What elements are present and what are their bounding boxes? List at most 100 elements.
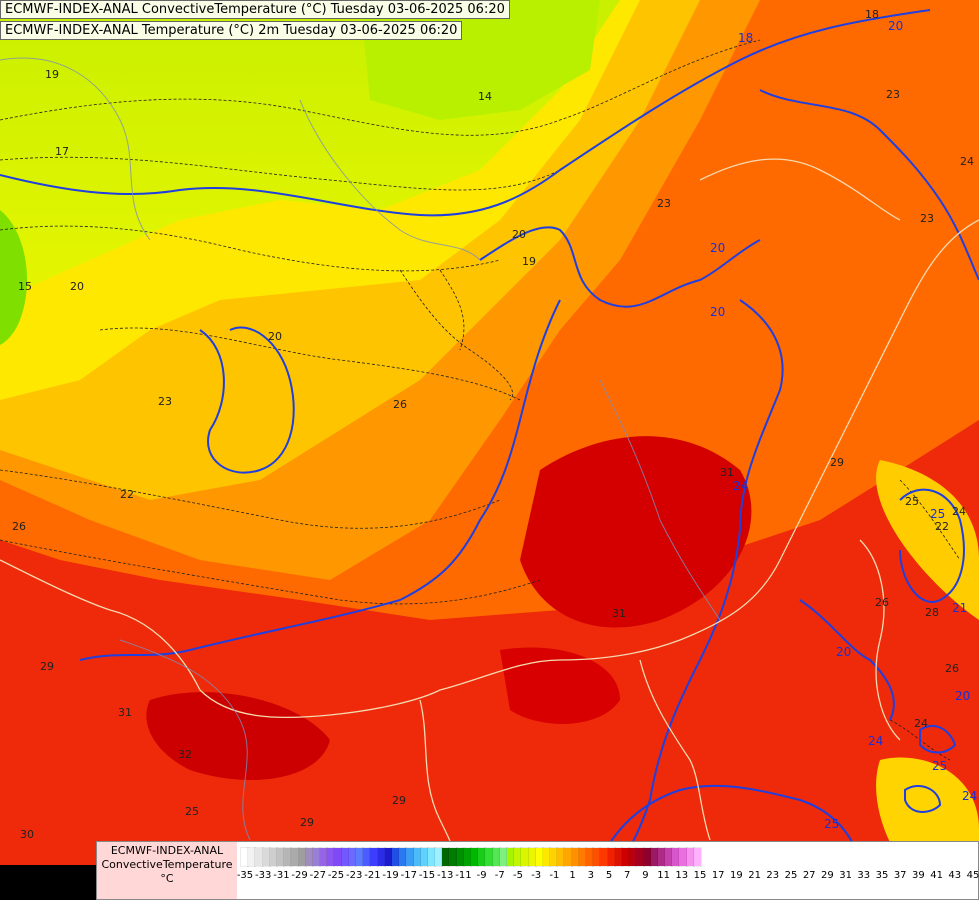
iso-label-32: 32: [178, 748, 192, 761]
legend-swatch: [462, 847, 473, 867]
legend-tick-label: 27: [802, 870, 816, 881]
legend-swatch: [311, 847, 322, 867]
t2m-label-20a: 20: [710, 241, 725, 255]
legend-tick-label: 31: [839, 870, 852, 881]
legend-tick-label: 37: [893, 870, 907, 881]
legend-swatch: [606, 847, 616, 867]
iso-label-20c: 20: [268, 330, 282, 343]
legend-swatch: [304, 847, 314, 867]
legend-tick-label: -33: [255, 870, 272, 881]
legend-swatch: [549, 847, 559, 867]
legend-swatch: [354, 847, 365, 867]
legend-swatch: [477, 847, 487, 867]
t2m-label-20e: 25: [824, 817, 839, 831]
legend-swatch: [642, 847, 652, 867]
legend-tick-label: -1: [549, 870, 560, 881]
t2m-label-24b: 24: [962, 789, 977, 803]
legend-tick-label: -11: [455, 870, 472, 881]
t2m-label-18: 18: [738, 31, 753, 45]
t2m-label-22: 20: [888, 19, 903, 33]
t2m-label-21: 21: [952, 601, 967, 615]
legend-tick-label: 41: [930, 870, 943, 881]
legend-tick-label: 3: [587, 870, 594, 881]
legend-tick-label: 5: [605, 870, 613, 881]
legend-tick-label: -27: [309, 870, 326, 881]
iso-label-28: 28: [925, 606, 939, 619]
legend-swatch: [498, 847, 508, 867]
iso-label-29b: 29: [830, 456, 844, 469]
legend-swatch: [592, 847, 602, 867]
legend-tick-label: -23: [346, 870, 363, 881]
iso-label-29d: 29: [300, 816, 314, 829]
legend-tick-label: 43: [948, 870, 962, 881]
legend-swatch: [599, 847, 609, 867]
legend-tick-label: 33: [857, 870, 871, 881]
iso-label-26b: 26: [393, 398, 407, 411]
iso-label-31b: 31: [612, 607, 626, 620]
legend-swatch: [505, 847, 516, 867]
legend-tick-label: 13: [675, 870, 689, 881]
legend-tick-label: 9: [642, 870, 649, 881]
convective-isolines: [0, 39, 961, 761]
iso-label-19: 19: [45, 68, 59, 81]
iso-label-31a: 31: [720, 466, 734, 479]
legend-tick-label: -7: [494, 870, 505, 881]
legend-swatch: [261, 847, 271, 867]
legend-swatch: [239, 847, 250, 867]
legend-title-line2: ConvectiveTemperature: [101, 858, 233, 871]
legend-ticks: -35 -33 -31 -29 -27 -25 -23 -21 -19 -17 -15 -13 -11-…: [237, 870, 979, 886]
legend-tick-label: -29: [291, 870, 308, 881]
legend-swatch: [685, 847, 695, 867]
iso-label-23d: 23: [920, 212, 934, 225]
legend-swatch: [520, 847, 530, 867]
legend-swatch: [527, 847, 537, 867]
legend-swatch: [376, 847, 386, 867]
legend-tick-label: -9: [476, 870, 487, 881]
legend-tick-label: -3: [531, 870, 542, 881]
corner-mask: [0, 865, 96, 900]
iso-label-23: 23: [158, 395, 172, 408]
iso-label-26c: 26: [875, 596, 889, 609]
legend-tick-label: -15: [418, 870, 436, 881]
legend-swatch: [398, 847, 408, 867]
iso-label-20b: 20: [512, 228, 526, 241]
legend-swatch: [671, 847, 681, 867]
legend-tick-label: 19: [730, 870, 743, 881]
legend-swatch: [405, 847, 415, 867]
t2m-label-25a: 24: [868, 734, 883, 748]
legend-swatch: [362, 847, 372, 867]
legend-swatch: [584, 847, 595, 867]
legend-swatch: [570, 847, 580, 867]
legend-tick-label: 7: [624, 870, 631, 881]
legend-swatch: [649, 847, 659, 867]
temp-zone-hot-south: [500, 647, 620, 724]
iso-label-24b: 24: [914, 717, 928, 730]
legend-tick-label: -21: [364, 870, 381, 881]
iso-label-14: 14: [478, 90, 492, 103]
legend-swatch: [491, 847, 501, 867]
iso-label-19b: 19: [522, 255, 536, 268]
legend-swatch: [283, 847, 293, 867]
country-borders: [0, 158, 979, 881]
iso-label-15: 15: [18, 280, 32, 293]
t2m-label-24a: 24: [733, 479, 748, 493]
legend-swatch: [426, 847, 437, 867]
legend-swatch: [441, 847, 451, 867]
legend-swatch: [383, 847, 393, 867]
legend-tick-label: 25: [784, 870, 798, 881]
iso-label-29c: 29: [392, 794, 406, 807]
legend-swatch: [275, 847, 286, 867]
legend-swatch: [434, 847, 444, 867]
temp-zone-green-west: [0, 210, 28, 345]
legend-swatch: [692, 847, 703, 867]
legend-tick-label: -31: [273, 870, 290, 881]
legend-swatch: [297, 847, 307, 867]
legend-tick-label: -17: [400, 870, 417, 881]
legend-swatch: [319, 847, 329, 867]
iso-label-25b: 25: [905, 495, 919, 508]
legend-swatch: [541, 847, 552, 867]
legend-title-line1: ECMWF-INDEX-ANAL: [110, 844, 224, 857]
map-title-convective: ECMWF-INDEX-ANAL ConvectiveTemperature (…: [0, 0, 510, 19]
legend-swatch: [340, 847, 350, 867]
legend-swatch: [484, 847, 494, 867]
